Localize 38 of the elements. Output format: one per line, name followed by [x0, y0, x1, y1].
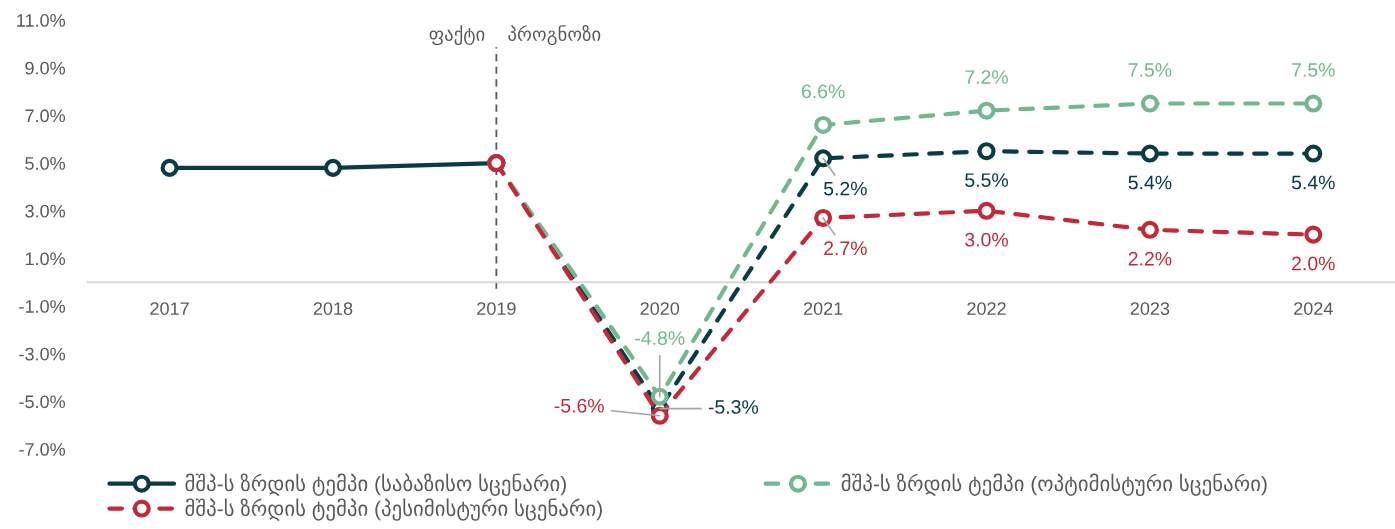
- y-tick-label: 3.0%: [25, 204, 66, 218]
- annotation: პროგნოზი: [508, 25, 601, 46]
- x-tick-label: 2018: [313, 302, 353, 315]
- data-label: 7.2%: [965, 70, 1008, 84]
- x-tick-label: 2020: [640, 302, 680, 315]
- annotation: ფაქტი: [429, 25, 485, 46]
- y-tick-label: 7.0%: [25, 109, 66, 123]
- y-tick-label: 5.0%: [25, 157, 66, 170]
- legend-label: მშპ-ს ზრდის ტემპი (პესიმისტური სცენარი): [185, 498, 602, 521]
- data-label: 5.4%: [1291, 175, 1335, 190]
- data-label: 2.2%: [1128, 251, 1172, 266]
- y-tick-label: 1.0%: [25, 252, 66, 266]
- data-label: 2.7%: [824, 241, 867, 256]
- data-label: -5.3%: [708, 400, 759, 414]
- x-tick-label: 2024: [1294, 302, 1333, 315]
- y-tick-label: 9.0%: [25, 61, 66, 75]
- data-label: 5.4%: [1128, 175, 1172, 190]
- data-label: 5.5%: [965, 173, 1008, 187]
- data-label: 5.2%: [823, 181, 867, 196]
- y-tick-label: -7.0%: [19, 443, 66, 456]
- legend-label: მშპ-ს ზრდის ტემპი (ოპტიმისტური სცენარი): [841, 473, 1267, 496]
- data-label: 7.5%: [1292, 63, 1335, 77]
- y-tick-label: -1.0%: [19, 300, 66, 313]
- x-tick-label: 2022: [967, 302, 1006, 315]
- y-tick-label: -5.0%: [19, 395, 66, 409]
- x-tick-label: 2017: [150, 302, 189, 315]
- y-tick-label: -3.0%: [19, 347, 66, 361]
- data-label: -4.8%: [635, 331, 685, 345]
- x-tick-label: 2023: [1130, 302, 1170, 315]
- x-tick-label: 2021: [803, 302, 843, 315]
- data-label: 7.5%: [1128, 63, 1172, 77]
- legend-label: მშპ-ს ზრდის ტემპი (საბაზისო სცენარი): [185, 473, 566, 496]
- data-label: -5.6%: [554, 398, 604, 413]
- data-label: 3.0%: [965, 232, 1008, 247]
- data-label: 6.6%: [801, 84, 845, 99]
- y-tick-label: 11.0%: [17, 14, 66, 27]
- x-tick-label: 2019: [477, 302, 516, 315]
- data-label: 2.0%: [1292, 256, 1335, 271]
